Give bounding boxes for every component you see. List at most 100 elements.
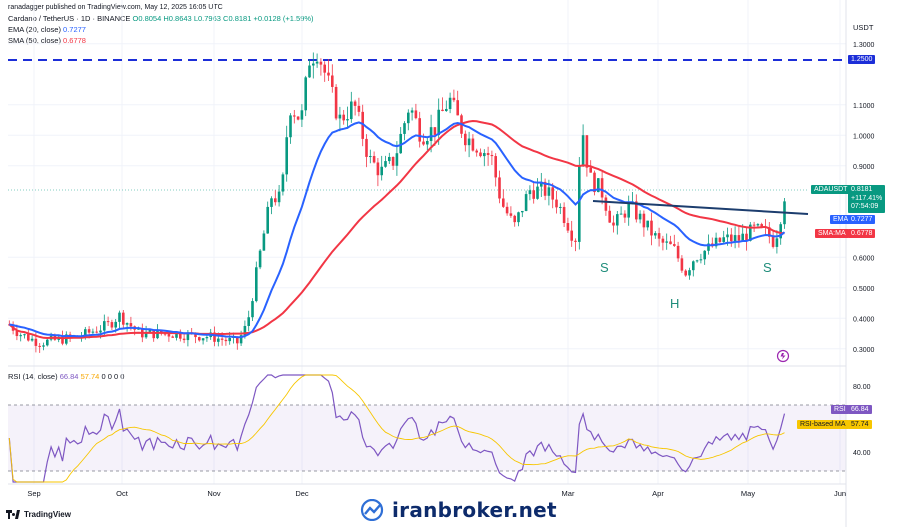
candle-body-31	[125, 323, 129, 325]
candle-body-40	[160, 329, 163, 334]
candle-body-91	[353, 101, 357, 106]
ohlc-high: H0.8643	[163, 14, 192, 23]
candle-body-173	[665, 241, 668, 243]
candle-body-39	[156, 329, 159, 339]
candle-body-93	[361, 111, 364, 139]
candle-body-155	[597, 178, 600, 193]
candle-body-99	[384, 161, 387, 167]
candle-body-196	[752, 224, 756, 226]
sma-price-tag-name: SMA:MA	[815, 229, 849, 238]
rsi-legend-label: RSI (14, close)	[8, 372, 58, 381]
candle-body-194	[745, 233, 748, 241]
candle-body-92	[357, 105, 361, 112]
candle-body-8	[38, 345, 41, 347]
rsi-ma-legend-value: 57.74	[80, 372, 100, 381]
candle-body-149	[574, 240, 577, 242]
candle-body-123	[475, 150, 478, 153]
candle-body-200	[768, 227, 771, 237]
candle-body-170	[654, 233, 657, 236]
candle-body-98	[380, 166, 383, 176]
time-tick-0: Sep	[27, 489, 40, 498]
candle-body-45	[179, 332, 182, 339]
candle-body-192	[737, 235, 741, 241]
candle-body-71	[277, 191, 281, 203]
candle-body-38	[152, 329, 155, 339]
candle-body-133	[513, 215, 516, 223]
candle-body-60	[236, 336, 239, 344]
candle-body-180	[692, 261, 695, 271]
left-shoulder-label: S	[600, 260, 609, 275]
candle-body-79	[308, 65, 311, 78]
candle-body-55	[217, 338, 220, 342]
candle-body-113	[437, 109, 440, 135]
candle-body-169	[650, 220, 653, 236]
tradingview-logo[interactable]: TradingView	[6, 510, 71, 519]
candle-body-81	[315, 61, 319, 64]
candle-body-174	[669, 241, 672, 245]
candle-body-15	[65, 334, 68, 344]
price-tick-7: 0.4000	[853, 316, 875, 323]
rsi-legend-zeros: 0 0 0 0	[101, 372, 125, 381]
candle-body-104	[403, 123, 406, 134]
candle-body-42	[167, 333, 171, 337]
candle-body-75	[293, 115, 296, 117]
candle-body-69	[270, 198, 273, 207]
candle-body-140	[540, 181, 543, 187]
candle-body-157	[604, 197, 608, 211]
candle-body-29	[118, 312, 121, 322]
candle-body-129	[498, 177, 501, 199]
candle-body-46	[182, 338, 186, 341]
price-tick-3: 1.0000	[853, 133, 875, 140]
candle-body-56	[220, 338, 224, 340]
candle-body-151	[581, 135, 585, 166]
candle-body-9	[42, 345, 45, 347]
ohlc-close: C0.8181	[223, 14, 252, 23]
rsi-legend[interactable]: RSI (14, close) 66.84 57.74 0 0 0 0	[8, 372, 124, 382]
candle-body-139	[536, 186, 539, 199]
candle-body-109	[422, 141, 425, 145]
price-tick-0: 1.3000	[853, 42, 875, 49]
candle-body-156	[600, 178, 604, 198]
candle-body-191	[733, 235, 737, 242]
candle-body-86	[334, 86, 338, 119]
candle-body-142	[547, 187, 551, 196]
candle-body-85	[331, 75, 334, 87]
candle-body-43	[171, 336, 174, 338]
time-axis-ticks: Sep Oct Nov Dec Mar Apr May Jun	[27, 489, 846, 498]
rsi-tick-40: 40.00	[853, 450, 871, 457]
rsi-legend-value: 66.84	[59, 372, 79, 381]
time-tick-3: Dec	[295, 489, 309, 498]
candle-body-6	[30, 338, 34, 341]
candle-body-124	[479, 152, 482, 157]
candle-body-153	[589, 167, 592, 173]
candle-body-176	[676, 245, 680, 259]
candle-body-121	[467, 138, 471, 146]
resistance-price-tag: 1.2500	[848, 55, 876, 64]
symbol-header: Cardano / TetherUS · 1D · BINANCE O0.805…	[8, 14, 314, 24]
candle-body-58	[228, 337, 231, 342]
candle-body-49	[194, 332, 197, 338]
candle-body-148	[570, 230, 573, 241]
candle-body-3	[19, 335, 22, 337]
candle-body-90	[350, 101, 353, 120]
candle-body-163	[627, 201, 630, 218]
candle-body-21	[87, 329, 91, 333]
countdown-value: 07:54:09	[851, 203, 879, 210]
candle-body-116	[448, 97, 452, 109]
last-price-value: 0.8181	[851, 186, 873, 193]
candle-body-118	[456, 100, 459, 116]
candle-body-106	[410, 110, 414, 113]
candle-body-138	[532, 190, 535, 199]
candle-body-146	[562, 206, 566, 224]
candle-body-193	[741, 233, 744, 241]
candle-body-41	[163, 333, 167, 335]
right-shoulder-label: S	[763, 260, 772, 275]
head-label: H	[670, 296, 679, 311]
currency-label[interactable]: USDT	[853, 23, 874, 32]
candle-body-201	[771, 236, 775, 247]
candle-body-63	[247, 317, 250, 326]
candle-body-134	[517, 212, 520, 223]
candle-body-101	[391, 156, 395, 166]
candle-body-23	[95, 331, 98, 333]
